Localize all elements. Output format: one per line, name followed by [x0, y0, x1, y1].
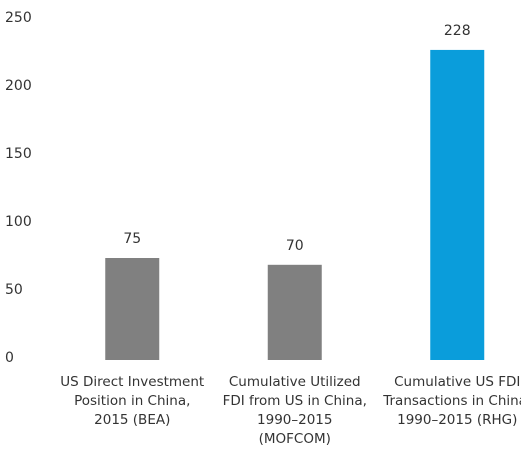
y-tick-label: 150: [5, 146, 32, 162]
y-tick-label: 250: [5, 10, 32, 26]
x-tick-label: Cumulative Utilized FDI from US in China…: [222, 374, 367, 447]
data-label: 70: [286, 238, 304, 254]
bar: [105, 258, 160, 360]
y-tick-label: 0: [5, 350, 14, 366]
bar: [267, 264, 322, 360]
y-tick-label: 200: [5, 78, 32, 94]
y-tick-label: 100: [5, 214, 32, 230]
y-tick-label: 50: [5, 282, 23, 298]
x-tick-label: Cumulative US FDI Transactions in China,…: [383, 374, 521, 428]
x-tick-label: US Direct Investment Position in China, …: [60, 374, 205, 428]
bar: [430, 49, 485, 361]
data-label: 228: [444, 23, 471, 39]
data-label: 75: [123, 231, 141, 247]
